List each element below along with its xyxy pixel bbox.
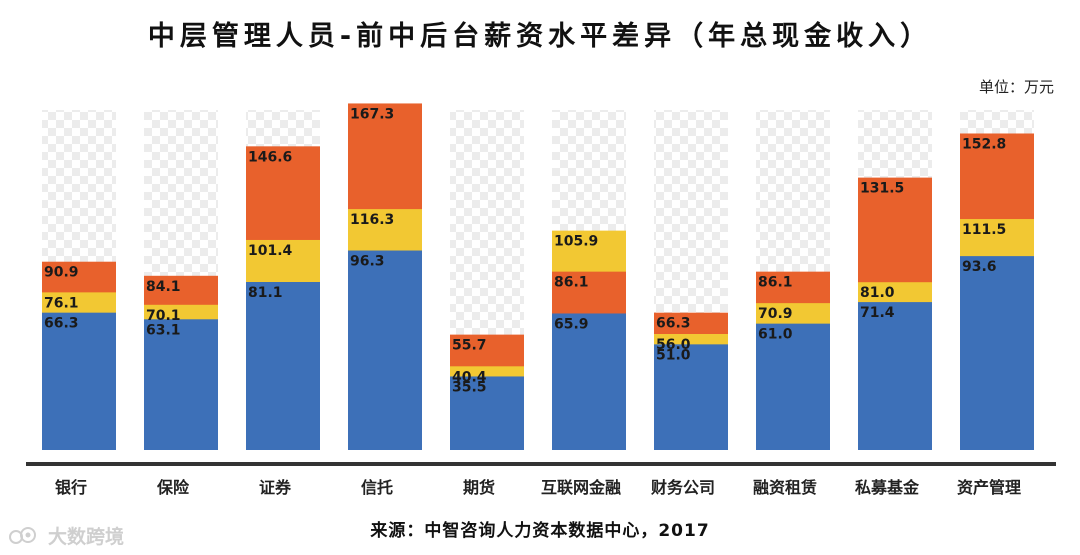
bar-segment-back bbox=[246, 282, 320, 450]
data-label-back: 65.9 bbox=[554, 316, 589, 332]
data-label-back: 96.3 bbox=[350, 254, 385, 270]
data-label-front: 90.9 bbox=[44, 265, 79, 281]
bar-segment-back bbox=[654, 344, 728, 450]
category-label: 证券 bbox=[259, 478, 292, 497]
bar-segment-back bbox=[348, 250, 422, 450]
data-label-front: 66.3 bbox=[656, 316, 691, 332]
data-label-front: 84.1 bbox=[146, 279, 181, 295]
data-label-middle: 70.9 bbox=[758, 306, 793, 322]
data-label-middle: 40.4 bbox=[452, 369, 487, 385]
data-label-front: 167.3 bbox=[350, 106, 394, 122]
category-label: 互联网金融 bbox=[541, 478, 621, 497]
unit-label: 单位：万元 bbox=[978, 78, 1054, 96]
data-label-back: 61.0 bbox=[758, 327, 793, 343]
data-label-middle: 76.1 bbox=[44, 295, 79, 311]
category-label: 信托 bbox=[361, 478, 393, 497]
category-label: 资产管理 bbox=[957, 478, 1021, 497]
data-label-middle: 81.0 bbox=[860, 285, 895, 301]
data-label-front: 146.6 bbox=[248, 149, 292, 165]
data-label-back: 63.1 bbox=[146, 322, 181, 338]
data-label-back: 81.1 bbox=[248, 285, 283, 301]
watermark-text: 大数跨境 bbox=[48, 526, 125, 548]
data-label-back: 51.0 bbox=[656, 347, 691, 363]
bar-segment-back bbox=[450, 376, 524, 450]
bar-segment-back bbox=[858, 302, 932, 450]
data-label-middle: 101.4 bbox=[248, 243, 293, 259]
data-label-front: 152.8 bbox=[962, 136, 1006, 152]
category-label: 保险 bbox=[156, 478, 190, 497]
bar-segment-back bbox=[756, 323, 830, 450]
stacked-bar-chart: 66.3 76.1 90.9 63.170.1 84.1 81.1 101.4 146.6 96… bbox=[26, 103, 1056, 497]
bar-segment-back bbox=[42, 312, 116, 450]
bar-segment-back bbox=[960, 256, 1034, 450]
category-label: 银行 bbox=[55, 478, 87, 497]
chart-title: 中层管理人员-前中后台薪资水平差异（年总现金收入） bbox=[147, 21, 933, 52]
category-label: 期货 bbox=[463, 478, 495, 497]
category-label: 融资租赁 bbox=[753, 478, 817, 497]
bar-segment-back bbox=[144, 319, 218, 450]
watermark-logo-icon bbox=[9, 526, 36, 544]
data-label-back: 35.5 bbox=[452, 379, 487, 395]
data-label-middle: 56.0 bbox=[656, 337, 691, 353]
data-label-back: 71.4 bbox=[860, 305, 895, 321]
data-label-front: 86.1 bbox=[758, 275, 793, 291]
data-label-middle: 105.9 bbox=[554, 234, 598, 250]
data-label-back: 66.3 bbox=[44, 316, 79, 332]
data-label-middle: 70.1 bbox=[146, 308, 181, 324]
data-label-front: 55.7 bbox=[452, 338, 487, 354]
data-label-front: 131.5 bbox=[860, 181, 904, 197]
category-label: 私募基金 bbox=[855, 478, 920, 497]
bar-segment-back bbox=[552, 313, 626, 450]
data-label-back: 93.6 bbox=[962, 259, 997, 275]
data-label-front: 86.1 bbox=[554, 275, 589, 291]
category-label: 财务公司 bbox=[650, 478, 715, 497]
watermark: 大数跨境 bbox=[8, 522, 124, 549]
data-label-middle: 116.3 bbox=[350, 212, 394, 228]
source-note: 来源：中智咨询人力资本数据中心，2017 bbox=[370, 521, 710, 541]
data-label-middle: 111.5 bbox=[962, 222, 1006, 238]
